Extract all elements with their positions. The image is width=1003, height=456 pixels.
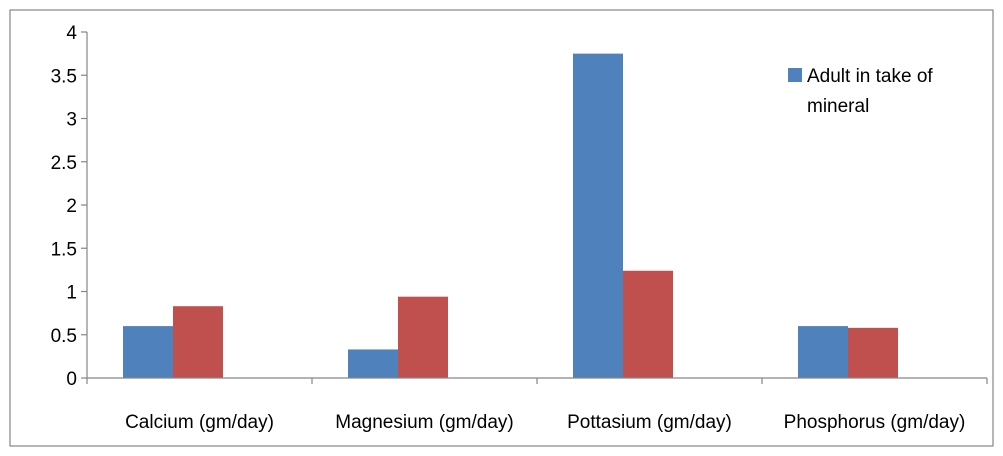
bar-series-2-cat-3 bbox=[623, 270, 673, 378]
y-tick-label-3: 1.5 bbox=[51, 239, 77, 260]
x-tick-label-4: Phosphorus (gm/day) bbox=[784, 412, 966, 433]
y-tick-label-1: 0.5 bbox=[51, 326, 77, 347]
bar-series-1-cat-3 bbox=[573, 53, 623, 378]
y-tick-label-4: 2 bbox=[66, 196, 77, 217]
y-tick-label-2: 1 bbox=[66, 283, 77, 304]
y-tick-label-5: 2.5 bbox=[51, 153, 77, 174]
y-tick-label-6: 3 bbox=[66, 110, 77, 131]
bar-series-1-cat-1 bbox=[123, 326, 173, 378]
x-tick-label-2: Magnesium (gm/day) bbox=[335, 412, 513, 433]
legend-swatch-series-1 bbox=[788, 68, 802, 82]
legend-label-line-1: Adult in take of bbox=[807, 66, 933, 87]
x-tick-labels: Calcium (gm/day) Magnesium (gm/day) Pottas… bbox=[125, 412, 965, 433]
y-tick-label-7: 3.5 bbox=[51, 66, 77, 87]
bar-series-1-cat-4 bbox=[798, 326, 848, 378]
x-tick-label-1: Calcium (gm/day) bbox=[125, 412, 274, 433]
legend: Adult in take of mineral bbox=[788, 66, 933, 117]
bar-series-2-cat-2 bbox=[398, 296, 448, 378]
bar-series-2-cat-1 bbox=[173, 306, 223, 378]
y-tick-label-8: 4 bbox=[66, 23, 77, 44]
x-tick-label-3: Pottasium (gm/day) bbox=[567, 412, 732, 433]
y-tick-labels: 0 0.5 1 1.5 2 2.5 3 3.5 4 bbox=[51, 23, 78, 390]
y-tick-label-0: 0 bbox=[66, 369, 77, 390]
axes-group bbox=[81, 31, 988, 384]
bars-group bbox=[123, 53, 898, 378]
bar-series-2-cat-4 bbox=[848, 327, 898, 378]
bar-series-1-cat-2 bbox=[348, 349, 398, 378]
legend-label-line-2: mineral bbox=[807, 96, 869, 117]
